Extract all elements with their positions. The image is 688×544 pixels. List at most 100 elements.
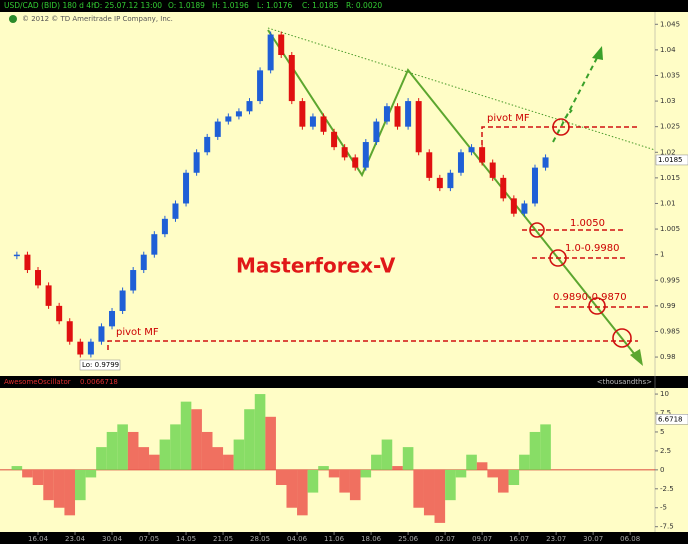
copyright: © 2012 © TD Ameritrade IP Company, Inc. — [22, 15, 173, 23]
x-tick-label: 04.06 — [287, 535, 308, 543]
oscillator-bar — [254, 394, 266, 470]
oscillator-bar — [96, 447, 107, 470]
logo — [9, 15, 17, 23]
candle — [151, 234, 158, 255]
candle — [510, 198, 517, 214]
y-tick-label: 5 — [660, 428, 664, 436]
oscillator-bar — [497, 469, 509, 493]
y-tick-label: 10 — [660, 390, 669, 398]
y-tick-label: 1.025 — [660, 123, 680, 131]
oscillator-bar — [22, 469, 33, 478]
candle — [172, 203, 179, 219]
pivot-label: pivot MF — [487, 113, 530, 124]
y-tick-label: 0.98 — [660, 353, 676, 361]
oscillator-bar — [328, 469, 340, 478]
x-tick-label: 21.05 — [213, 535, 233, 543]
oscillator-bar — [85, 469, 97, 478]
oscillator-bar — [423, 469, 435, 516]
y-tick-label: 7.5 — [660, 409, 671, 417]
candle — [405, 101, 412, 127]
oscillator-bar — [149, 454, 160, 470]
y-tick-label: 1.01 — [660, 199, 676, 207]
y-tick-label: -7.5 — [660, 523, 674, 531]
candle — [362, 142, 369, 168]
x-tick-label: 28.05 — [250, 535, 270, 543]
candle — [415, 101, 422, 153]
last-value: 6.6718 — [658, 415, 683, 423]
y-tick-label: 1.03 — [660, 97, 676, 105]
level-label: 1.0050 — [570, 218, 605, 229]
candle — [77, 341, 84, 355]
oscillator-bar — [275, 469, 287, 486]
candle — [331, 131, 338, 148]
candle — [468, 147, 475, 153]
candle — [278, 34, 285, 56]
candle — [489, 162, 496, 178]
candle — [309, 116, 316, 127]
x-tick-label: 30.07 — [583, 535, 603, 543]
x-tick-label: 16.07 — [509, 535, 529, 543]
date: D: 25.07.12 13:00 — [94, 1, 162, 10]
candle — [479, 147, 486, 163]
y-tick-label: 1.035 — [660, 71, 680, 79]
x-tick-label: 25.06 — [398, 535, 419, 543]
candle — [299, 101, 306, 127]
candle — [24, 254, 31, 271]
x-tick-label: 02.07 — [435, 535, 455, 543]
candle — [35, 270, 42, 286]
oscillator-bar — [381, 439, 393, 470]
oscillator-bar — [339, 469, 350, 493]
y-tick-label: 0.99 — [660, 302, 676, 310]
oscillator-bar — [445, 469, 456, 501]
candle — [161, 218, 168, 235]
oscillator-bar — [297, 469, 308, 516]
oscillator-bar — [318, 466, 329, 470]
candle — [288, 55, 295, 102]
oscillator-bar — [212, 447, 224, 470]
oscillator-bar — [360, 469, 372, 478]
oscillator-bar — [53, 469, 65, 508]
candle — [235, 111, 242, 117]
oscillator-units: <thousandths> — [597, 378, 652, 386]
y-tick-label: 1.04 — [660, 46, 676, 54]
candle — [383, 106, 390, 122]
oscillator-bar — [392, 466, 403, 470]
projection-arrow — [552, 55, 599, 143]
candle — [140, 254, 147, 271]
last-value-box — [655, 154, 688, 166]
symbol: USD/CAD (BID) 180 d 4h — [4, 1, 96, 10]
close: C: 1.0185 — [302, 1, 339, 10]
candle — [130, 270, 137, 291]
oscillator-bar — [540, 424, 551, 470]
y-tick-label: 0.995 — [660, 276, 680, 284]
candle — [257, 70, 264, 102]
candle — [320, 116, 327, 132]
target-circle — [612, 328, 632, 348]
candle — [531, 167, 538, 204]
brand: Masterforex-V — [236, 254, 396, 278]
candle — [225, 116, 232, 122]
oscillator-bar — [201, 431, 213, 470]
pivot-line — [107, 340, 638, 350]
oscillator-bar — [233, 439, 245, 470]
y-tick-label: -5 — [660, 504, 667, 512]
last-value: 1.0185 — [658, 156, 683, 164]
candle — [542, 157, 549, 168]
candle — [267, 34, 274, 71]
oscillator-bar — [487, 469, 498, 478]
oscillator-bar — [191, 409, 202, 470]
candle — [183, 172, 190, 204]
candle — [246, 101, 253, 112]
oscillator-bar — [223, 454, 234, 470]
candle — [204, 136, 211, 153]
oscillator-bar — [455, 469, 467, 478]
y-tick-label: 1.015 — [660, 174, 680, 182]
x-tick-label: 11.06 — [324, 535, 345, 543]
oscillator-bar — [106, 431, 118, 470]
oscillator-bar — [75, 469, 86, 501]
x-tick-label: 07.05 — [139, 535, 159, 543]
y-tick-label: 1.02 — [660, 148, 676, 156]
x-tick-label: 14.05 — [176, 535, 196, 543]
candle — [98, 326, 105, 342]
projection-arrow — [564, 109, 573, 119]
